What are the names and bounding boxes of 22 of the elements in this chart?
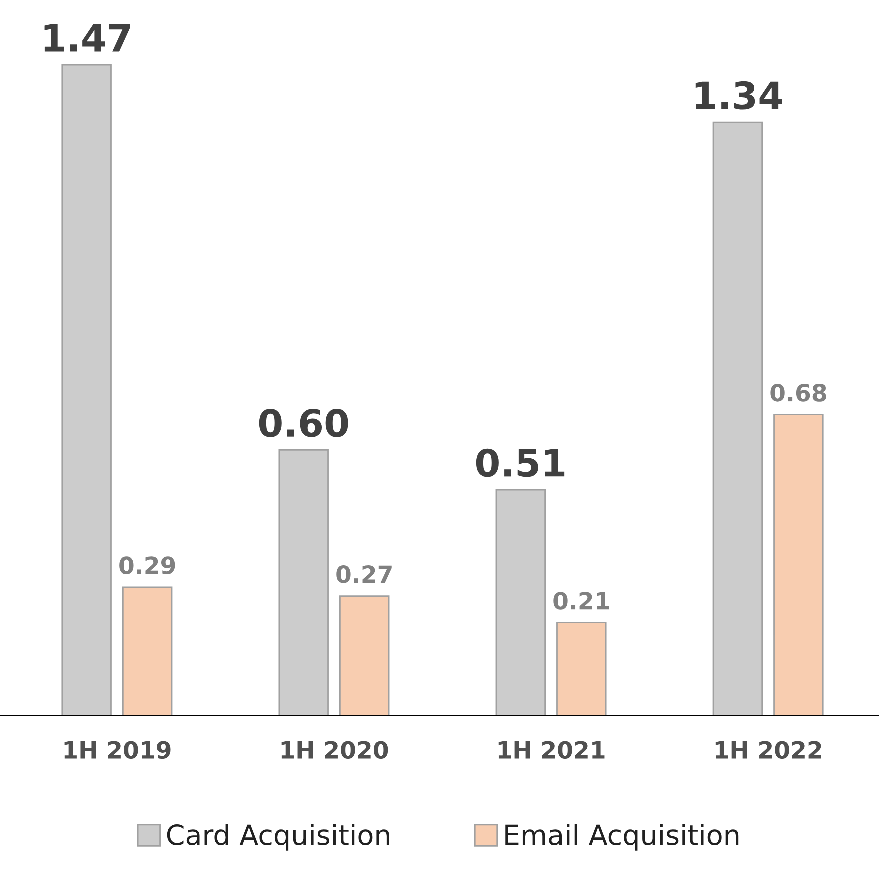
x-tick-label: 1H 2019 [64, 741, 171, 760]
x-tick-label: 1H 2021 [498, 741, 605, 760]
x-tick-label: 1H 2020 [282, 741, 388, 760]
data-label: 1.47 [44, 24, 130, 52]
bar [278, 450, 329, 716]
bar [556, 622, 607, 716]
data-label: 0.27 [336, 566, 392, 584]
data-label: 0.29 [120, 556, 176, 575]
bar [712, 122, 764, 716]
bar [340, 596, 390, 716]
data-label: 0.60 [259, 409, 348, 438]
data-label: 0.21 [554, 592, 610, 610]
bar [496, 489, 546, 716]
data-label: 0.68 [770, 384, 826, 402]
data-label: 0.51 [476, 448, 565, 478]
bar [62, 64, 112, 716]
bar [122, 586, 173, 716]
legend-label: Email Acquisition [506, 824, 739, 851]
x-tick-label: 1H 2022 [716, 741, 822, 760]
bar [774, 414, 824, 716]
data-label: 1.34 [696, 81, 782, 110]
legend-label: Card Acquisition [167, 824, 390, 851]
